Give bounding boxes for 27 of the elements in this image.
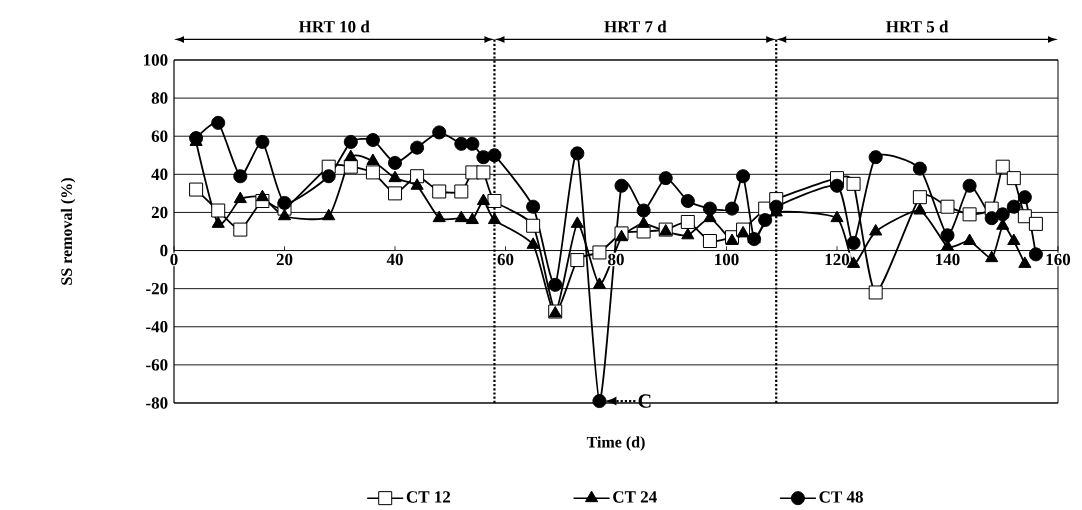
x-tick-label: 40 <box>386 253 403 266</box>
y-tick-label: 20 <box>151 206 168 219</box>
x-tick-label: 0 <box>170 253 178 266</box>
y-tick-label: 60 <box>151 130 168 142</box>
legend-label: CT 48 <box>819 491 863 503</box>
x-tick-label: 60 <box>497 253 514 266</box>
text: HRT 10 d <box>298 20 370 33</box>
x-tick-label: 100 <box>715 253 739 266</box>
x-tick-label: 80 <box>608 253 624 266</box>
y-axis-title: SS removal (%) <box>60 178 76 285</box>
legend-label: CT 24 <box>613 491 657 503</box>
x-axis-title: Time (d) <box>586 436 645 451</box>
y-tick-label: -80 <box>146 397 168 409</box>
y-tick-label: 80 <box>151 92 168 104</box>
y-tick-label: -20 <box>146 282 168 295</box>
text: HRT 7 d <box>604 20 667 33</box>
y-tick-label: 40 <box>151 168 168 181</box>
x-tick-label: 120 <box>825 253 850 266</box>
text: HRT 5 d <box>886 20 949 33</box>
x-tick-label: 160 <box>1046 253 1071 266</box>
legend-label: CT 12 <box>406 491 451 503</box>
y-tick-label: 0 <box>160 244 168 257</box>
y-tick-label: -40 <box>146 321 168 333</box>
x-tick-label: 20 <box>276 253 293 266</box>
y-tick-label: 100 <box>144 54 168 66</box>
y-tick-label: -60 <box>146 359 168 371</box>
x-tick-label: 140 <box>936 253 960 266</box>
